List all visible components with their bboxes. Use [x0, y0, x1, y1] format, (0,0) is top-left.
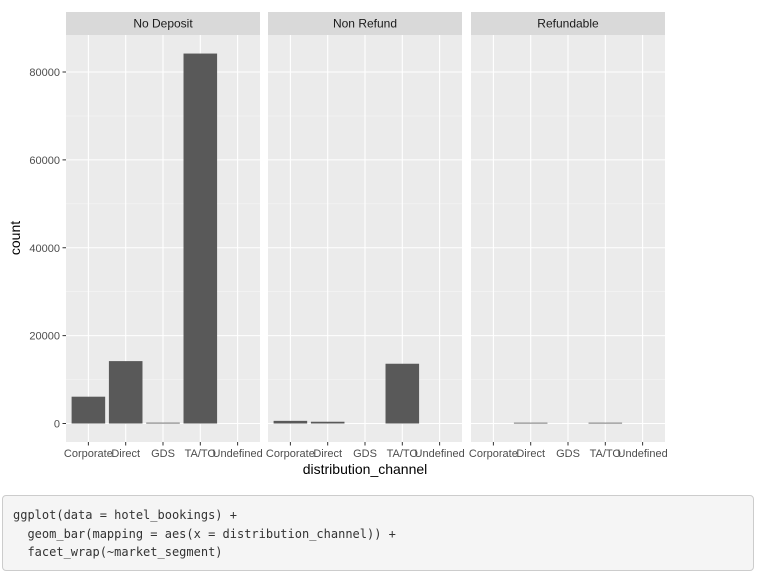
y-tick-label: 60000: [29, 155, 60, 167]
y-tick-label: 80000: [29, 67, 60, 79]
facet-label-non-refund: Non Refund: [333, 17, 397, 31]
facet-label-refundable: Refundable: [537, 17, 599, 31]
y-tick-label: 20000: [29, 331, 60, 343]
x-tick-label: Direct: [111, 448, 140, 460]
y-tick-label: 0: [54, 419, 60, 431]
x-tick-label: TA/TO: [590, 448, 622, 460]
x-tick-label: Undefined: [618, 448, 668, 460]
code-line-2: geom_bar(mapping = aes(x = distribution_…: [13, 526, 396, 541]
bar-non-refund-direct: [310, 421, 345, 424]
bar-non-refund-ta-to: [385, 363, 420, 424]
code-line-3: facet_wrap(~market_segment): [13, 545, 223, 559]
code-block: ggplot(data = hotel_bookings) + geom_bar…: [2, 495, 754, 571]
facet-strip-non-refund: [268, 12, 462, 35]
bar-no-deposit-corporate: [71, 396, 106, 424]
bar-refundable-direct: [513, 422, 548, 424]
bar-no-deposit-gds: [146, 422, 180, 424]
x-tick-label: TA/TO: [387, 448, 419, 460]
x-tick-label: Corporate: [469, 448, 518, 460]
x-tick-label: Direct: [313, 448, 342, 460]
facet-label-no-deposit: No Deposit: [133, 17, 193, 31]
x-tick-label: Undefined: [415, 448, 465, 460]
x-tick-label: Corporate: [64, 448, 113, 460]
x-tick-label: Undefined: [213, 448, 263, 460]
facet-strip-no-deposit: [66, 12, 260, 35]
x-tick-label: GDS: [151, 448, 175, 460]
y-axis-title: count: [7, 221, 23, 255]
bar-non-refund-corporate: [273, 420, 308, 424]
x-tick-label: TA/TO: [185, 448, 217, 460]
x-axis-title: distribution_channel: [303, 461, 428, 477]
x-tick-label: GDS: [556, 448, 580, 460]
bar-no-deposit-direct: [108, 361, 143, 424]
y-tick-label: 40000: [29, 243, 60, 255]
facet-strip-refundable: [471, 12, 665, 35]
bar-refundable-ta-to: [588, 422, 623, 424]
x-tick-label: Direct: [516, 448, 545, 460]
x-tick-label: GDS: [353, 448, 377, 460]
code-line-1: ggplot(data = hotel_bookings) +: [13, 508, 237, 522]
x-tick-label: Corporate: [266, 448, 315, 460]
bar-no-deposit-ta-to: [183, 53, 218, 424]
